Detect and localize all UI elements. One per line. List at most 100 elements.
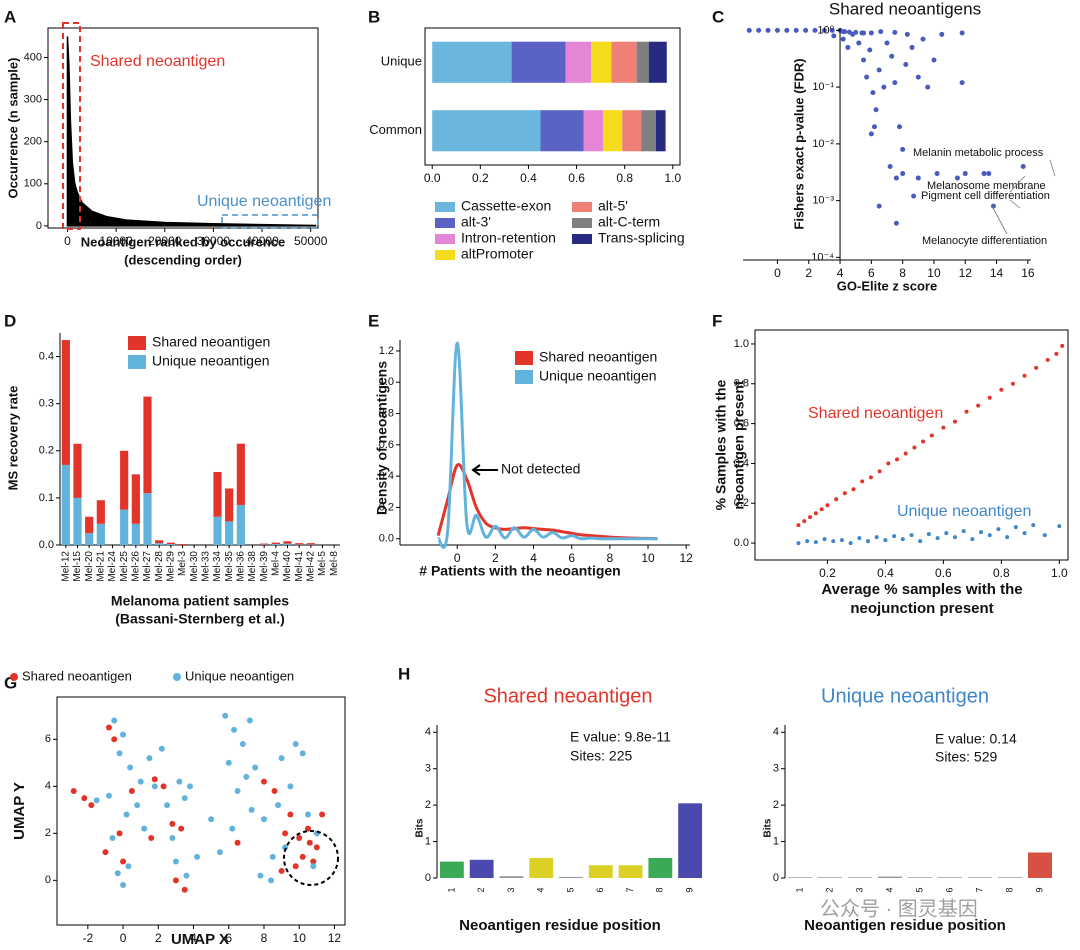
point	[987, 533, 992, 538]
point	[278, 867, 285, 874]
x-tick-label: 9	[684, 887, 694, 892]
point	[813, 511, 818, 516]
point	[870, 90, 876, 96]
point	[887, 163, 893, 169]
line	[436, 341, 658, 549]
bar-segment	[590, 41, 612, 83]
x-tick-label: 3	[506, 887, 516, 892]
x-tick-label: 1	[446, 887, 456, 892]
x-tick-label: 9	[1034, 887, 1044, 892]
point	[808, 515, 813, 520]
y-tick-label: 3	[773, 763, 779, 775]
bar-segment	[432, 110, 541, 152]
y-tick-label: 1.0	[379, 376, 394, 388]
legend-swatch	[572, 218, 592, 228]
point	[867, 47, 873, 53]
y-tick-label: 10⁻³	[812, 195, 834, 207]
point	[892, 80, 898, 86]
point	[909, 533, 914, 538]
x-tick-label: Mel-21	[95, 551, 106, 582]
x-tick-label: 0.4	[877, 566, 894, 580]
bar-segment	[636, 41, 649, 83]
y-tick-label: 0	[36, 220, 42, 232]
point	[831, 33, 837, 39]
logo-stack	[968, 877, 992, 878]
x-axis-label: Neoantigen residue position	[804, 917, 1006, 934]
y-tick-label: 0.3	[39, 398, 54, 410]
x-tick-label: 14	[990, 266, 1004, 280]
x-tick-label: Mel-29	[165, 551, 176, 582]
point	[310, 863, 317, 870]
legend-swatch	[435, 202, 455, 212]
x-tick-label: 1.0	[664, 171, 681, 185]
x-tick-label: 0.4	[520, 171, 537, 185]
y-tick-label: 300	[24, 93, 42, 105]
point	[866, 539, 871, 544]
point	[1057, 524, 1062, 529]
point	[964, 409, 969, 414]
logo-stack	[588, 865, 613, 878]
x-tick-label: Mel-4	[270, 551, 281, 576]
y-tick-label: 0	[773, 872, 779, 884]
point	[81, 795, 88, 802]
x-tick-label: 6	[944, 887, 954, 892]
x-tick-label: Mel-38	[247, 551, 258, 582]
bar-segment	[213, 471, 222, 517]
y-tick-label: 0.6	[379, 439, 394, 451]
x-tick-label: 0.8	[993, 566, 1010, 580]
x-tick-label: Mel-36	[235, 551, 246, 582]
x-tick-label: Mel-3	[177, 551, 188, 576]
x-tick-label: 40000	[245, 234, 279, 248]
logo-stack	[1028, 852, 1052, 878]
legend-label: Intron-retention	[461, 230, 556, 246]
y-tick-label: 2	[425, 799, 431, 811]
chart-title: Unique neoantigen	[821, 685, 989, 707]
x-tick-label: Mel-15	[72, 551, 83, 582]
point	[186, 783, 193, 790]
bar-segment	[583, 110, 604, 152]
x-tick-label: Mel-35	[224, 551, 235, 582]
point	[319, 811, 326, 818]
y-tick-label: 0	[425, 872, 431, 884]
point	[1022, 373, 1027, 378]
point	[909, 44, 915, 50]
panel-letter: A	[4, 7, 16, 26]
x-tick-label: 2	[824, 887, 834, 892]
point	[169, 820, 176, 827]
legend-swatch	[173, 673, 181, 681]
bar-segment	[85, 516, 94, 534]
y-tick-label: 0.8	[379, 407, 394, 419]
point	[1013, 525, 1018, 530]
point	[903, 62, 909, 68]
logo-stack	[648, 857, 673, 878]
annotation-leader	[1009, 175, 1026, 193]
point	[114, 870, 121, 877]
y-tick-label: 0.0	[734, 537, 749, 549]
y-axis-label: Occurrence (n sample)	[5, 58, 20, 199]
x-tick-label: Mel-39	[259, 551, 270, 582]
x-axis-label: Neoantigen ranked by occurence	[81, 234, 285, 249]
bar-segment	[260, 543, 269, 545]
point	[839, 538, 844, 543]
bar-segment	[655, 110, 666, 152]
point	[920, 36, 926, 42]
x-tick-label: 3	[854, 887, 864, 892]
bar-segment	[166, 542, 175, 545]
point	[959, 30, 965, 36]
point	[1054, 351, 1059, 356]
x-tick-label: 0.2	[472, 171, 489, 185]
point	[857, 536, 862, 541]
y-tick-label: 0.8	[734, 378, 749, 390]
point	[234, 788, 241, 795]
bar-segment	[283, 543, 292, 545]
point	[287, 811, 294, 818]
bar-segment	[432, 41, 512, 83]
y-tick-label: 0.4	[734, 457, 749, 469]
bar-segment	[622, 110, 642, 152]
point	[925, 84, 931, 90]
stat: E value: 0.14	[935, 731, 1017, 747]
x-tick-label: 7	[625, 887, 635, 892]
x-tick-label: Mel-30	[189, 551, 200, 582]
series-label: Shared neoantigen	[808, 405, 943, 422]
x-tick-label: 0	[64, 234, 71, 248]
